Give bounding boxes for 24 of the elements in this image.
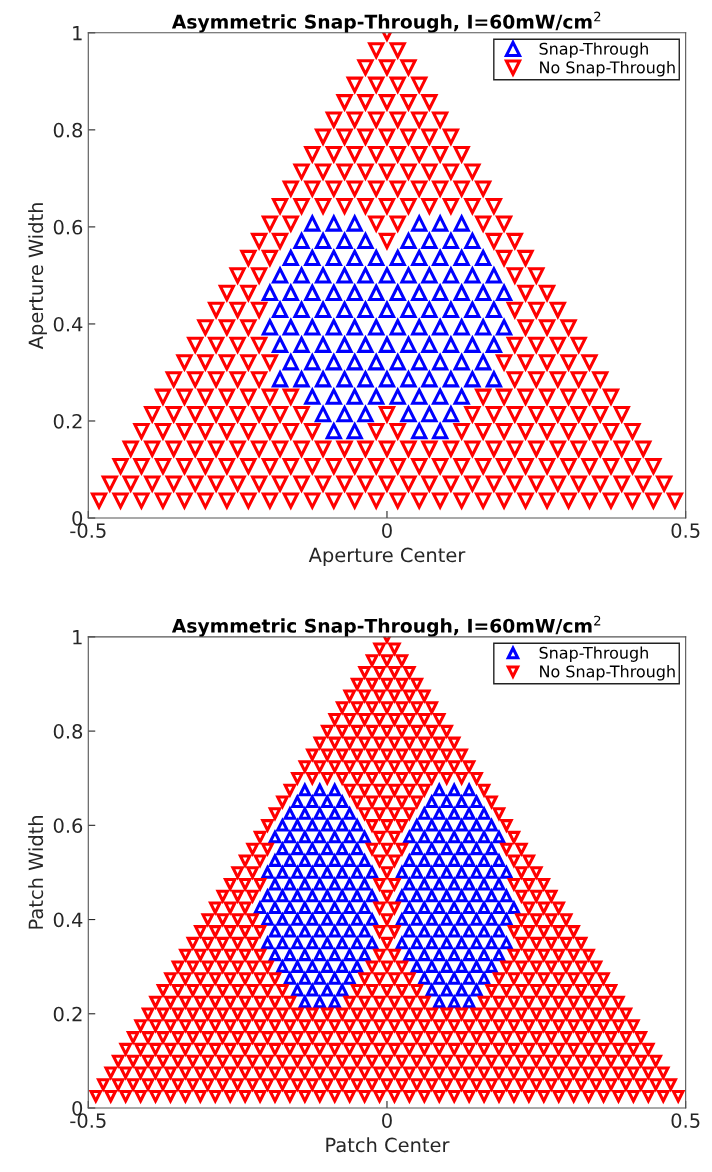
x-axis-title: Aperture Center bbox=[308, 547, 466, 567]
y-tick-label: 0.8 bbox=[53, 724, 83, 739]
y-tick-label: 0.6 bbox=[53, 219, 83, 235]
chart-title: Asymmetric Snap-Through, I=60mW/cm$^{2}$ bbox=[171, 11, 601, 33]
y-tick-label: 0.2 bbox=[53, 413, 82, 429]
legend-label: Snap-Through bbox=[539, 42, 648, 58]
x-tick-label: 0.5 bbox=[671, 523, 700, 538]
chart-title: Asymmetric Snap-Through, I=60mW/cm$^{2}$ bbox=[171, 615, 601, 637]
legend-label: Snap-Through bbox=[539, 646, 648, 662]
y-tick-label: 1 bbox=[73, 26, 82, 41]
y-axis-title: Patch Width bbox=[28, 816, 44, 929]
x-tick-label: 0 bbox=[382, 1113, 392, 1128]
legend-label: No Snap-Through bbox=[540, 61, 675, 77]
y-tick-label: 1 bbox=[73, 630, 82, 645]
y-tick-label: 0.4 bbox=[53, 316, 83, 332]
legend-label: No Snap-Through bbox=[540, 665, 675, 681]
x-tick-label: 0.5 bbox=[671, 1113, 700, 1128]
y-axis-title: Aperture Width bbox=[28, 203, 47, 350]
y-tick-label: 0.2 bbox=[53, 1006, 82, 1022]
x-tick-label: 0 bbox=[382, 523, 392, 538]
y-tick-label: 0.6 bbox=[53, 818, 83, 833]
x-axis-title: Patch Center bbox=[326, 1137, 450, 1153]
y-tick-label: 0.8 bbox=[53, 122, 83, 138]
y-tick-label: 0.4 bbox=[53, 912, 83, 928]
